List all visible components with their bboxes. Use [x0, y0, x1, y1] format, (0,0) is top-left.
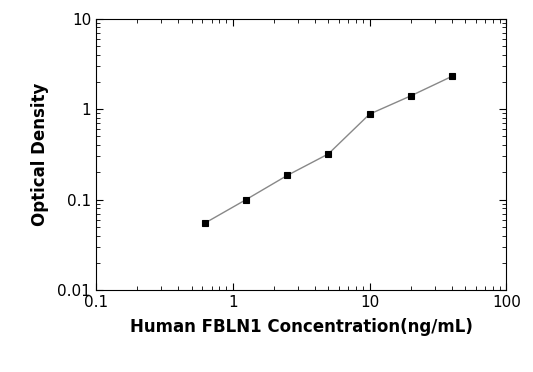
- X-axis label: Human FBLN1 Concentration(ng/mL): Human FBLN1 Concentration(ng/mL): [130, 318, 473, 336]
- Y-axis label: Optical Density: Optical Density: [31, 83, 49, 226]
